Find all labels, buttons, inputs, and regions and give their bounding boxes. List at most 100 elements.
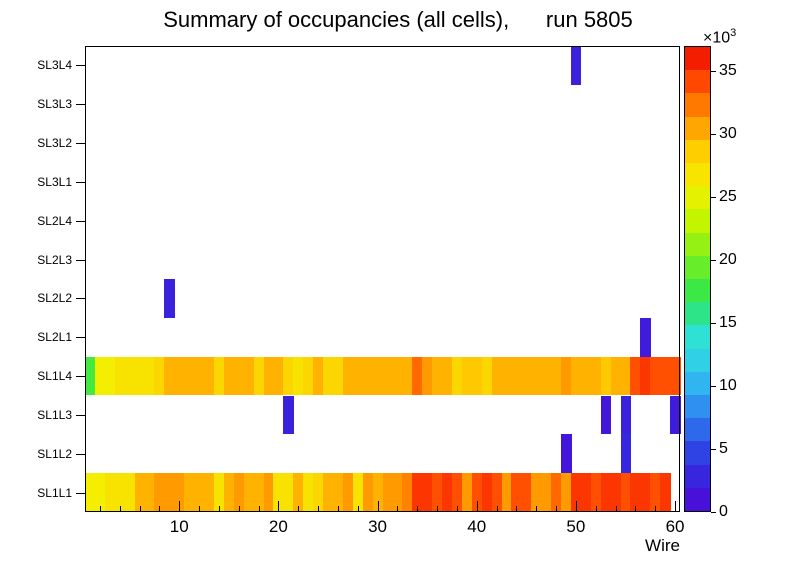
heatmap-cell-SL1L1-w57: [640, 473, 651, 512]
y-tick-label-SL2L1: SL2L1: [37, 330, 72, 345]
heatmap-cell-SL1L1-w53: [600, 473, 612, 512]
heatmap-cell-SL1L1-w8: [154, 473, 165, 512]
x-minor-tick-48: [556, 506, 558, 511]
heatmap-cell-SL1L4-w4: [114, 356, 126, 396]
z-tick-35: [711, 71, 716, 72]
y-tick-label-SL1L1: SL1L1: [37, 485, 72, 500]
y-tick-SL1L4: [76, 376, 85, 378]
heatmap-cell-SL1L4-w12: [194, 356, 205, 396]
colorbar-band-14: [685, 162, 710, 187]
x-major-tick-40: [476, 501, 478, 511]
heatmap-cell-SL1L4-w47: [541, 356, 552, 396]
heatmap-cell-SL1L4-w50: [570, 356, 582, 396]
heatmap-cell-SL1L1-w37: [442, 473, 453, 512]
heatmap-cell-SL1L1-w33: [402, 473, 413, 512]
y-tick-SL3L1: [76, 181, 85, 183]
colorbar-band-8: [685, 301, 710, 326]
heatmap-cell-SL1L4-w35: [422, 356, 433, 396]
heatmap-cell-SL1L4-w36: [432, 356, 443, 396]
colorbar-band-5: [685, 371, 710, 395]
y-tick-SL2L3: [76, 259, 85, 261]
x-major-tick-60: [675, 501, 677, 511]
heatmap-cell-SL1L4-w19: [263, 356, 275, 396]
heatmap-cell-SL1L4-w32: [392, 356, 403, 396]
heatmap-cell-SL1L1-w24: [313, 473, 324, 512]
heatmap-cell-SL1L4-w46: [531, 356, 542, 396]
z-tick-20: [711, 260, 716, 261]
heatmap-cell-SL1L4-w23: [303, 356, 314, 396]
heatmap-cell-SL1L1-w52: [590, 473, 602, 512]
heatmap-cell-SL1L4-w15: [223, 356, 235, 396]
heatmap-cell-SL1L1-w36: [432, 473, 443, 512]
colorbar-band-7: [685, 324, 710, 349]
x-major-tick-30: [377, 501, 379, 511]
y-tick-label-SL3L1: SL3L1: [37, 174, 72, 189]
heatmap-cell-SL1L4-w6: [134, 356, 146, 396]
heatmap-cell-SL1L4-w1: [85, 356, 96, 396]
heatmap-cell-SL1L1-w15: [223, 473, 235, 512]
heatmap-cell-SL1L4-w59: [660, 356, 671, 396]
heatmap-cell-SL1L4-w18: [253, 356, 265, 396]
colorbar-band-19: [685, 46, 710, 71]
x-minor-tick-36: [437, 506, 439, 511]
heatmap-cell-SL1L1-w4: [114, 473, 126, 512]
heatmap-cell-SL1L1-w20: [273, 473, 284, 512]
y-tick-SL2L2: [76, 298, 85, 300]
heatmap-cell-SL1L4-w5: [124, 356, 136, 396]
x-minor-tick-34: [417, 506, 419, 511]
heatmap-cell-SL1L4-w14: [213, 356, 225, 396]
x-minor-tick-24: [318, 506, 320, 511]
heatmap-cell-SL1L1-w47: [541, 473, 552, 512]
x-minor-tick-6: [139, 506, 141, 511]
x-major-tick-20: [278, 501, 280, 511]
x-minor-tick-52: [595, 506, 597, 511]
x-minor-tick-14: [218, 506, 220, 511]
heatmap-cell-SL1L1-w58: [650, 473, 661, 512]
heatmap-cell-SL1L1-w11: [184, 473, 195, 512]
heatmap-cell-SL1L4-w57: [640, 356, 651, 396]
z-tick-25: [711, 197, 716, 198]
heatmap-cell-SL1L3-w53: [600, 395, 612, 435]
y-tick-label-SL2L3: SL2L3: [37, 252, 72, 267]
z-tick-15: [711, 323, 716, 324]
heatmap-cell-SL1L1-w9: [164, 473, 175, 512]
z-tick-30: [711, 134, 716, 135]
heatmap-cell-SL1L4-w52: [590, 356, 602, 396]
heatmap-cell-SL1L4-w48: [551, 356, 562, 396]
heatmap-cell-SL1L4-w28: [352, 356, 364, 396]
y-tick-label-SL2L4: SL2L4: [37, 213, 72, 228]
heatmap-cell-SL1L4-w43: [501, 356, 513, 396]
heatmap-cell-SL1L4-w40: [471, 356, 483, 396]
heatmap-cell-SL1L1-w26: [332, 473, 344, 512]
colorbar-band-6: [685, 348, 710, 372]
heatmap-cell-SL1L4-w37: [442, 356, 453, 396]
z-tick-0: [711, 512, 716, 513]
heatmap-cell-SL1L4-w53: [600, 356, 612, 396]
heatmap-cell-SL1L4-w25: [323, 356, 334, 396]
z-tick-label-20: 20: [719, 251, 737, 269]
heatmap-cell-SL2L1-w57: [640, 317, 651, 357]
z-axis-exponent: ×103: [703, 27, 736, 47]
x-minor-tick-16: [238, 506, 240, 511]
x-minor-tick-32: [397, 506, 399, 511]
y-tick-label-SL1L4: SL1L4: [37, 369, 72, 384]
heatmap-cell-SL1L1-w59: [660, 473, 671, 512]
heatmap-cell-SL1L1-w55: [620, 473, 632, 512]
heatmap-cell-SL1L1-w25: [323, 473, 334, 512]
heatmap-cell-SL1L1-w17: [243, 473, 255, 512]
colorbar-band-2: [685, 440, 710, 465]
heatmap-cell-SL1L1-w50: [570, 473, 582, 512]
heatmap-cell-SL1L1-w54: [610, 473, 622, 512]
heatmap-cell-SL2L2-w9: [164, 279, 175, 318]
colorbar-band-3: [685, 417, 710, 442]
z-tick-label-30: 30: [719, 125, 737, 143]
heatmap-cell-SL1L1-w39: [461, 473, 473, 512]
colorbar-band-16: [685, 116, 710, 140]
heatmap-cell-SL1L4-w7: [144, 356, 156, 396]
x-minor-tick-8: [159, 506, 161, 511]
heatmap-cell-SL1L4-w16: [233, 356, 245, 396]
heatmap-cell-SL1L4-w2: [94, 356, 106, 396]
heatmap-cell-SL1L4-w45: [521, 356, 532, 396]
heatmap-cell-SL1L4-w13: [204, 356, 215, 396]
